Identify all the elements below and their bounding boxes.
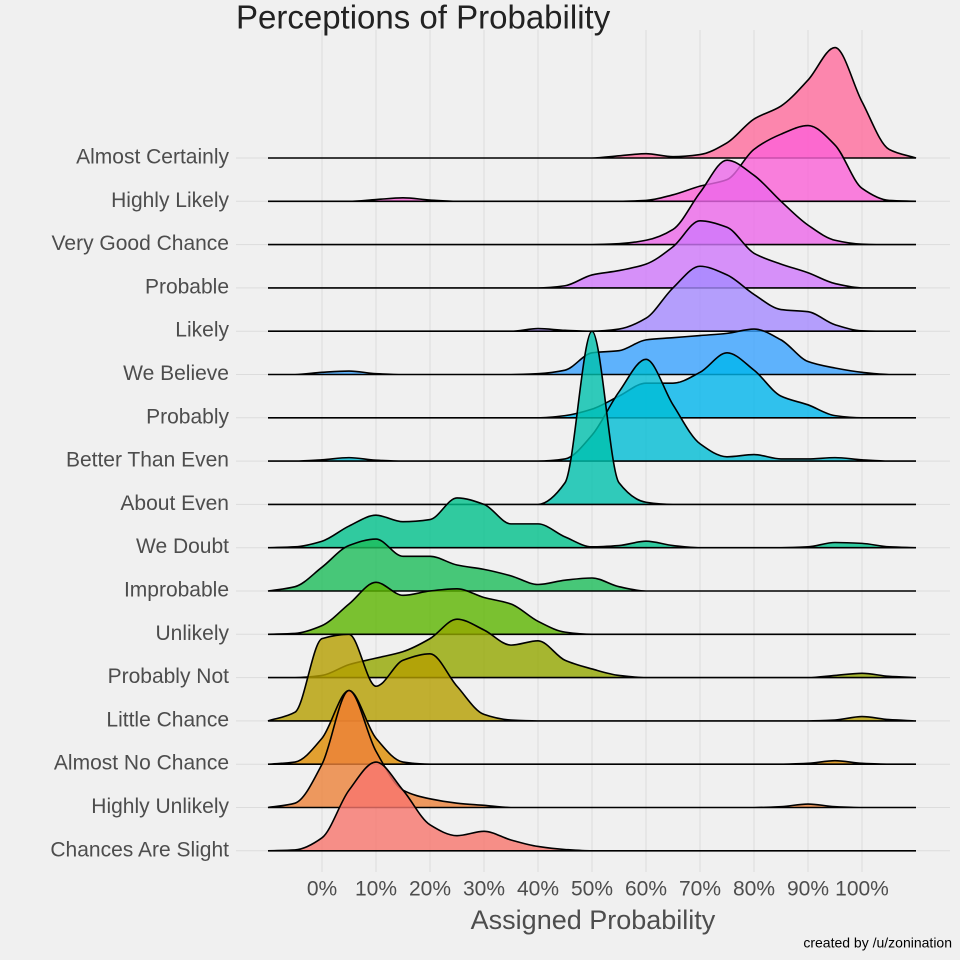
ridge [267, 633, 917, 722]
ridge [267, 689, 916, 809]
chart-title: Perceptions of Probability [236, 0, 611, 36]
y-tick-label: Improbable [124, 579, 229, 602]
y-tick-label: Probably [146, 405, 229, 428]
x-tick-label: 70% [679, 878, 721, 901]
y-tick-label: Almost No Chance [54, 752, 229, 775]
ridge [267, 538, 916, 592]
y-tick-label: Unlikely [155, 622, 229, 645]
ridge [268, 159, 916, 246]
x-tick-label: 0% [307, 878, 337, 901]
x-tick-label: 10% [355, 878, 397, 901]
x-axis-label: Assigned Probability [471, 905, 716, 935]
x-tick-label: 20% [409, 878, 451, 901]
x-tick-label: 80% [733, 878, 775, 901]
x-tick-label: 30% [463, 878, 505, 901]
ridge [267, 330, 916, 506]
y-tick-label: Very Good Chance [52, 232, 229, 255]
y-tick-label: Chances Are Slight [50, 838, 229, 861]
ridge [267, 219, 916, 289]
y-tick-label: Better Than Even [66, 449, 229, 472]
caption: created by /u/zonination [803, 935, 952, 951]
x-tick-label: 50% [571, 878, 613, 901]
x-tick-label: 90% [787, 878, 829, 901]
x-tick-label: 100% [835, 878, 889, 901]
x-tick-label: 60% [625, 878, 667, 901]
y-tick-label: We Doubt [136, 535, 229, 558]
y-tick-label: Little Chance [106, 708, 229, 731]
y-tick-label: Highly Unlikely [91, 795, 229, 818]
y-tick-label: Likely [175, 319, 229, 342]
y-tick-label: Highly Likely [111, 189, 229, 212]
ridge [267, 581, 916, 636]
ridges [267, 46, 917, 852]
y-tick-label: Probable [145, 275, 229, 298]
ridge [267, 46, 917, 159]
x-tick-label: 40% [517, 878, 559, 901]
y-tick-label: Probably Not [108, 665, 230, 688]
y-tick-label: We Believe [123, 362, 229, 385]
y-tick-label: About Even [120, 492, 229, 515]
ridge [267, 497, 917, 549]
y-tick-label: Almost Certainly [76, 146, 229, 169]
ridge [267, 761, 916, 852]
